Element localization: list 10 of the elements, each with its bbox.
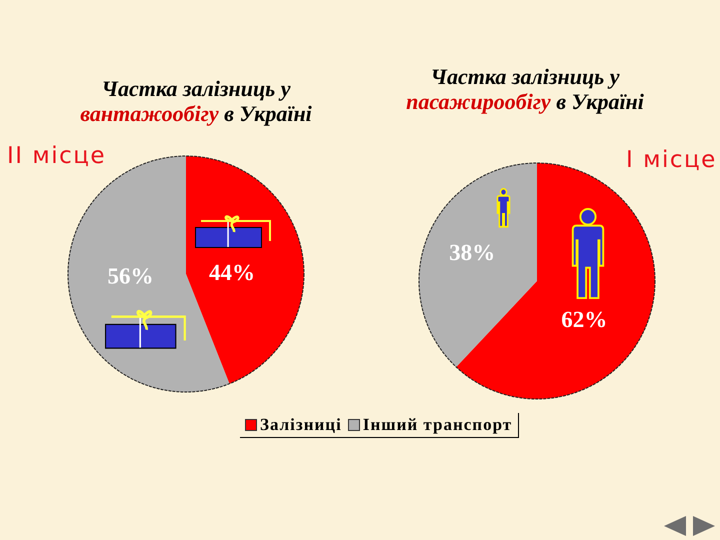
data-label: 62% [561, 307, 608, 332]
text: I місце [626, 146, 717, 174]
data-label: 38% [449, 240, 496, 265]
legend-label: Залізниці [260, 415, 342, 435]
chart-title: Частка залізниць у пасажирообігу в Україні [405, 64, 645, 114]
data-label: 44% [209, 260, 256, 285]
text: II місце [7, 142, 106, 170]
legend-label: Інший транспорт [362, 415, 512, 435]
data-label: 56% [108, 263, 154, 288]
chart-title: Частка залізниць у вантажообігу в Україні [79, 76, 313, 126]
